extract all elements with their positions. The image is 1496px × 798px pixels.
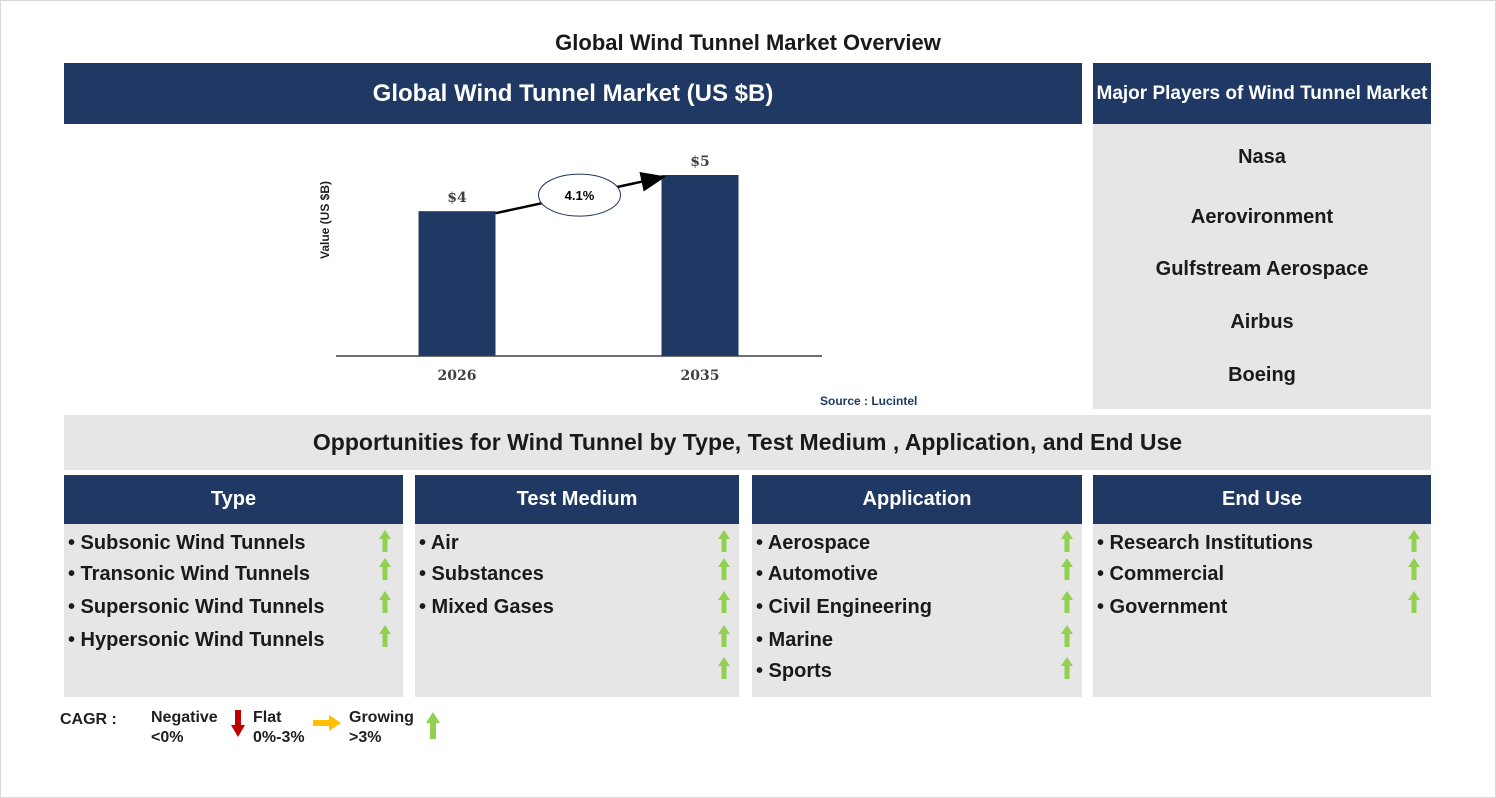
cagr-bubble (538, 173, 621, 217)
up-arrow-icon (1061, 558, 1073, 580)
up-arrow-icon (379, 591, 391, 613)
players-header: Major Players of Wind Tunnel Market (1093, 63, 1431, 124)
legend-growing: Growing >3% (349, 708, 414, 748)
segment-header-end-use: End Use (1093, 475, 1431, 524)
market-bar-chart: Value (US $B) $4 2026 $5 2035 4.1% (318, 154, 822, 384)
legend-negative: Negative <0% (151, 708, 218, 748)
segment-item: • Mixed Gases (419, 596, 554, 618)
segment-item: • Automotive (756, 563, 878, 585)
segment-item: • Supersonic Wind Tunnels (68, 596, 325, 618)
up-arrow-icon (379, 625, 391, 647)
up-arrow-icon (1408, 591, 1420, 613)
y-axis-label: Value (US $B) (318, 181, 332, 259)
bar-2035 (661, 175, 739, 356)
segment-panel-end-use: • Research Institutions • Commercial • G… (1093, 524, 1431, 697)
legend-negative-label: Negative (151, 709, 218, 726)
up-arrow-icon (718, 558, 730, 580)
x-tick-label: 2026 (438, 368, 477, 384)
up-arrow-icon (1061, 530, 1073, 552)
segment-item: • Subsonic Wind Tunnels (68, 532, 306, 554)
legend-flat-range: 0%-3% (253, 729, 305, 746)
down-arrow-icon (231, 710, 245, 737)
legend-flat-label: Flat (253, 709, 282, 726)
up-arrow-icon (1408, 530, 1420, 552)
up-arrow-icon (718, 625, 730, 647)
legend-negative-range: <0% (151, 729, 184, 746)
up-arrow-icon (718, 657, 730, 679)
up-arrow-icon (718, 530, 730, 552)
segment-item: • Sports (756, 660, 832, 682)
source-note: Source : Lucintel (820, 394, 918, 408)
segment-panel-type: • Subsonic Wind Tunnels • Transonic Wind… (64, 524, 403, 697)
segment-item: • Aerospace (756, 532, 871, 554)
segment-header-type: Type (64, 475, 403, 524)
segment-item: • Hypersonic Wind Tunnels (68, 629, 325, 651)
legend-growing-label: Growing (349, 709, 414, 726)
up-arrow-icon (379, 558, 391, 580)
up-arrow-icon (1061, 657, 1073, 679)
segment-panel-application: • Aerospace • Automotive • Civil Enginee… (752, 524, 1082, 697)
up-arrow-icon (1408, 558, 1420, 580)
player-item: Nasa (1238, 146, 1286, 168)
x-tick-label: 2035 (681, 368, 720, 384)
segment-item: • Research Institutions (1097, 532, 1313, 554)
page-title: Global Wind Tunnel Market Overview (555, 30, 941, 55)
player-item: Boeing (1228, 364, 1296, 386)
segment-header-test-medium: Test Medium (415, 475, 739, 524)
data-label: $5 (690, 154, 709, 170)
segment-item: • Substances (419, 563, 544, 585)
legend-flat: Flat 0%-3% (253, 708, 305, 748)
up-arrow-icon (379, 530, 391, 552)
segment-item: • Commercial (1097, 563, 1225, 585)
segment-panel-test-medium: • Air • Substances • Mixed Gases (415, 524, 739, 697)
cagr-label: 4.1% (565, 188, 595, 203)
up-arrow-icon (718, 591, 730, 613)
legend-cagr-label: CAGR : (60, 711, 117, 728)
segment-item: • Civil Engineering (756, 596, 932, 618)
up-arrow-icon (1061, 591, 1073, 613)
legend-growing-range: >3% (349, 729, 382, 746)
segment-item: • Transonic Wind Tunnels (68, 563, 311, 585)
bar-2026 (418, 211, 496, 356)
segment-header-application: Application (752, 475, 1082, 524)
player-item: Gulfstream Aerospace (1155, 258, 1369, 280)
opportunities-banner: Opportunities for Wind Tunnel by Type, T… (64, 415, 1431, 470)
segment-item: • Air (419, 532, 459, 554)
segment-item: • Marine (756, 629, 834, 651)
up-arrow-icon (1061, 625, 1073, 647)
data-label: $4 (447, 190, 467, 206)
segment-item: • Government (1097, 596, 1228, 618)
player-item: Airbus (1230, 311, 1294, 333)
market-chart-header: Global Wind Tunnel Market (US $B) (64, 63, 1082, 124)
players-panel: Nasa Aerovironment Gulfstream Aerospace … (1093, 124, 1431, 409)
right-arrow-icon (313, 715, 341, 731)
player-item: Aerovironment (1190, 206, 1334, 228)
up-arrow-icon (426, 712, 440, 739)
